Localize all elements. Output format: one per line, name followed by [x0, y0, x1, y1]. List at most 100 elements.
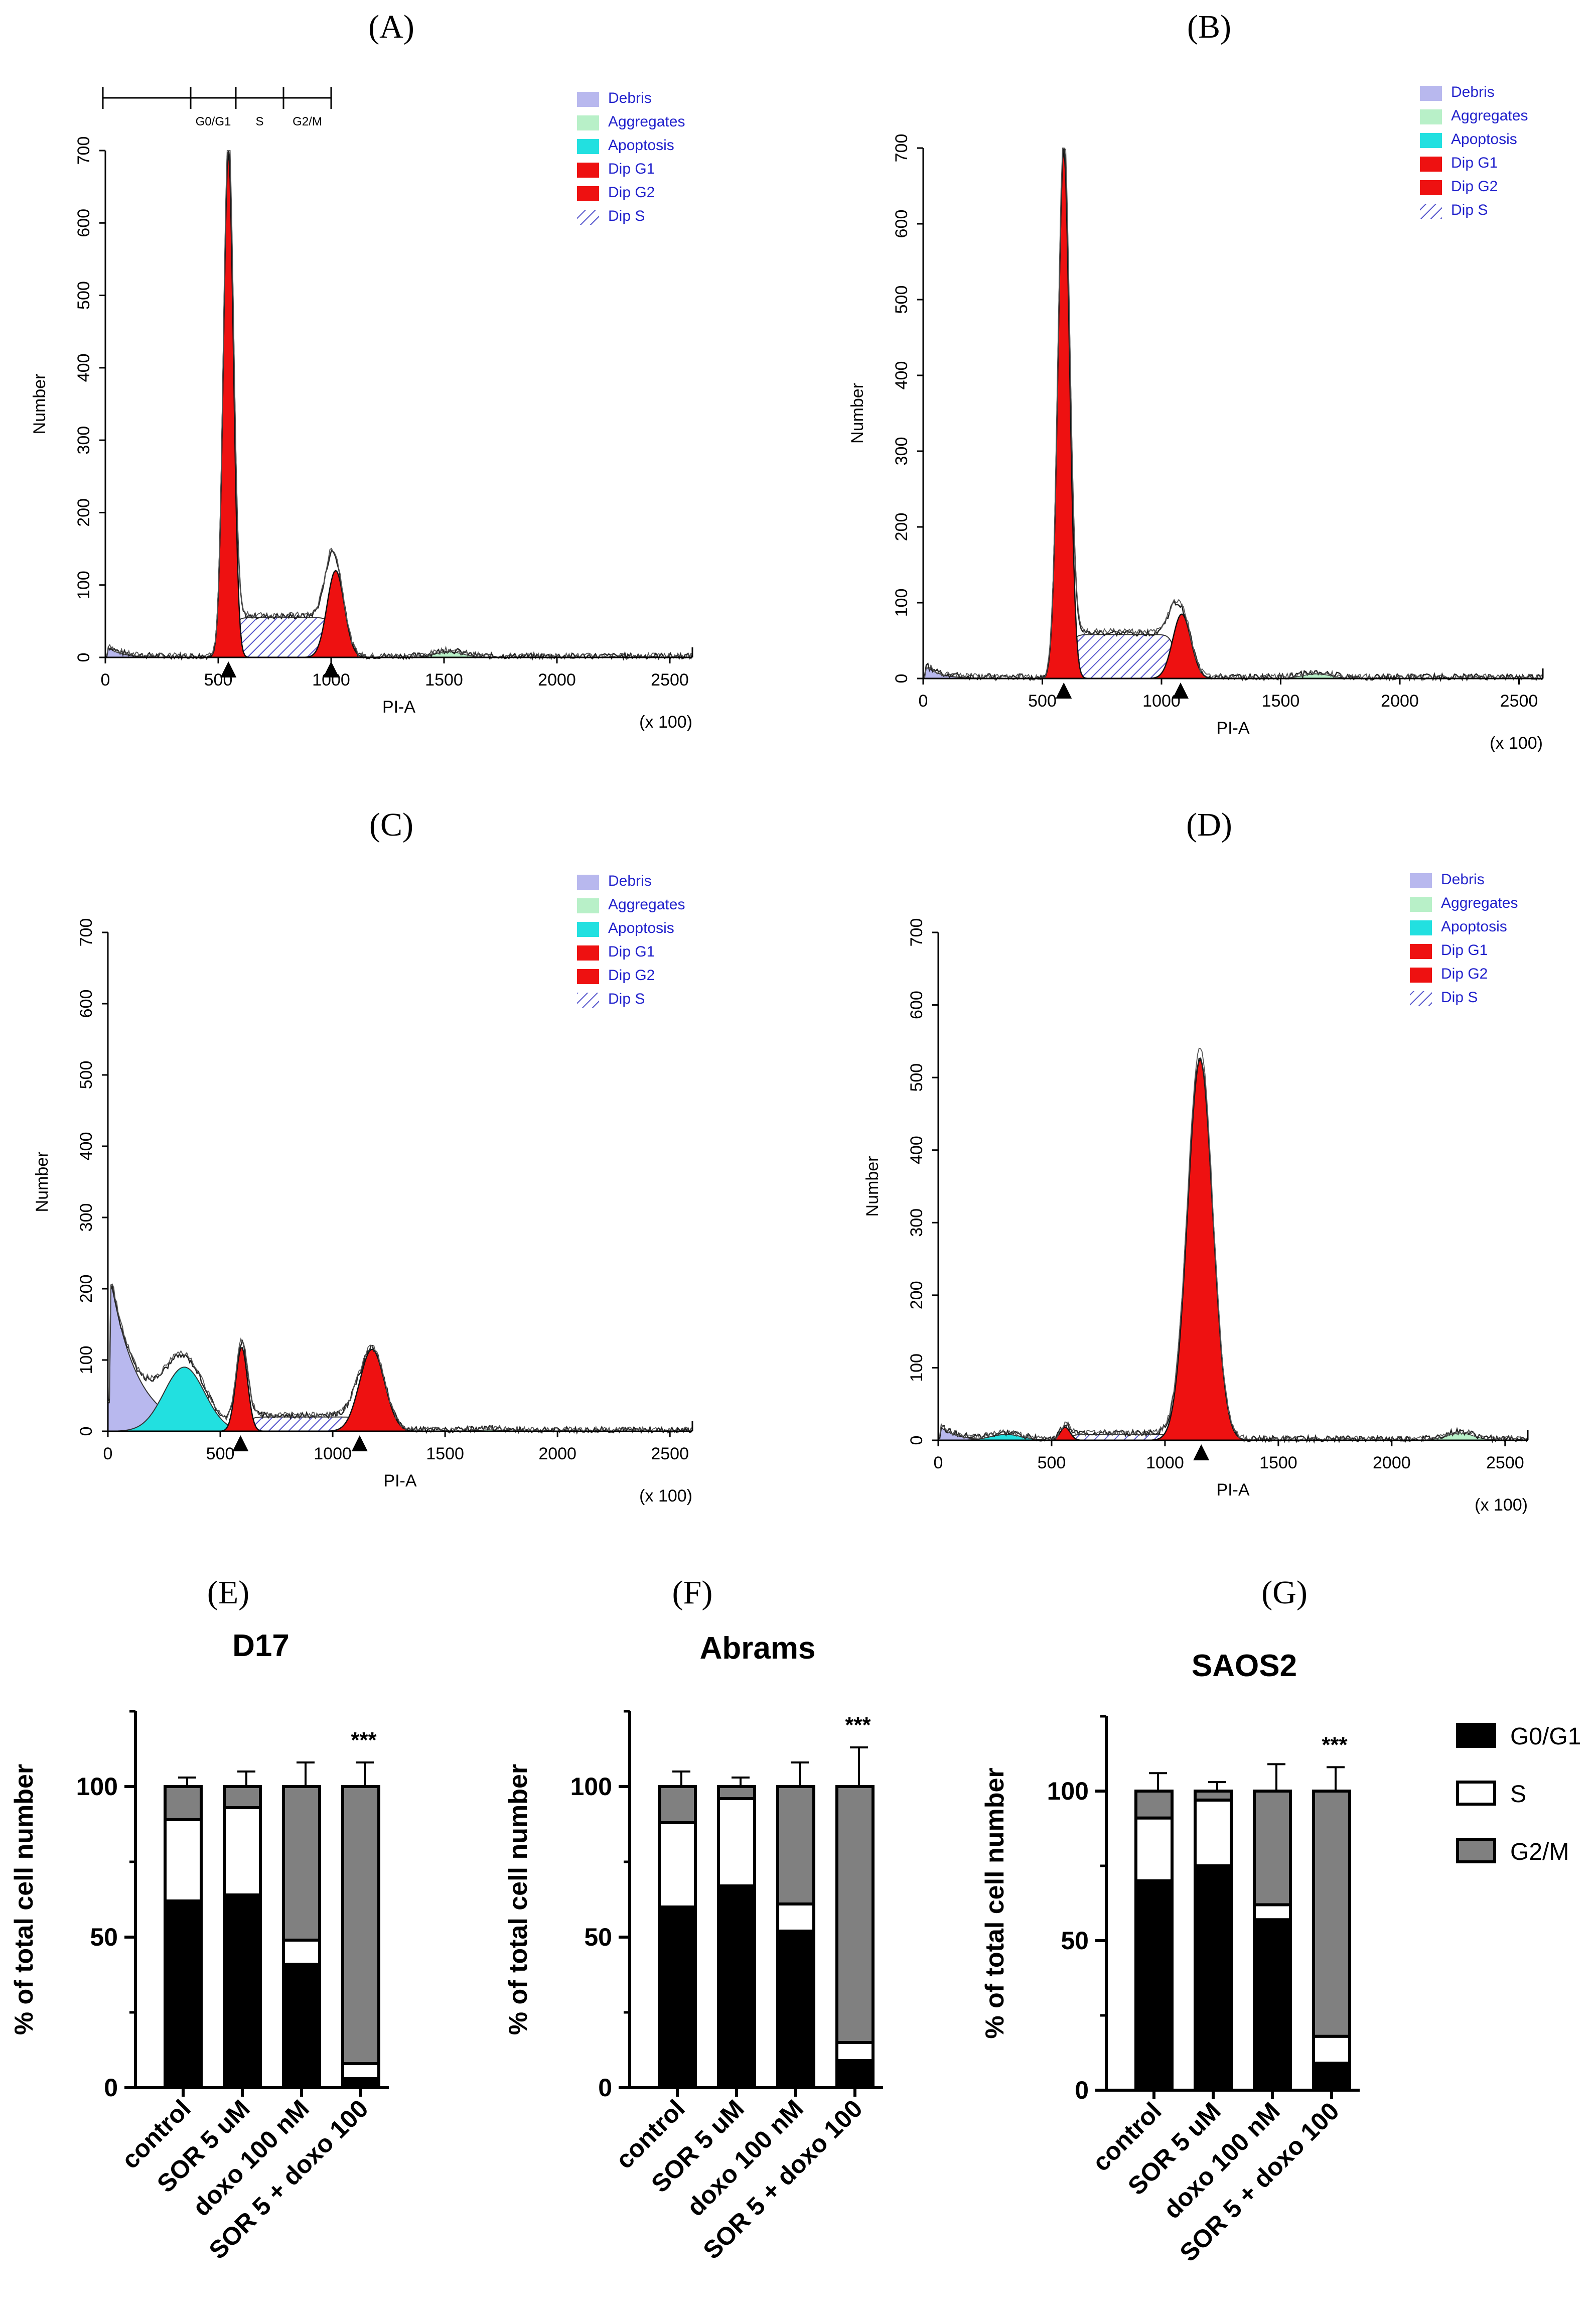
legend-swatch-dip-s	[577, 210, 599, 225]
significance-mark: ***	[1322, 1732, 1348, 1757]
legend-label: Apoptosis	[1451, 131, 1517, 148]
y-tick-label: 700	[77, 918, 96, 947]
y-tick-label: 600	[77, 990, 96, 1018]
chart-title: SAOS2	[1192, 1649, 1297, 1683]
legend-label: Dip G1	[1451, 155, 1498, 171]
x-axis-unit: (x 100)	[1475, 1495, 1528, 1515]
x-tick-label: 500	[1028, 692, 1057, 711]
legend-swatch-dip-g1	[577, 945, 599, 961]
significance-mark: ***	[845, 1713, 871, 1737]
histogram-fit-line	[107, 1283, 693, 1434]
bar-segment-g0-g1	[1312, 2062, 1351, 2092]
y-tick-label: 200	[77, 1275, 96, 1303]
gate-label: S	[255, 115, 263, 128]
bar-segment-g0-g1	[223, 1893, 262, 2089]
bar-segment-g2-m	[1194, 1790, 1233, 1802]
legend-label: Dip G2	[1441, 966, 1488, 982]
y-tick-label: 0	[104, 2074, 118, 2102]
y-tick-label: 400	[907, 1136, 926, 1164]
x-tick-label: 1500	[1262, 692, 1300, 711]
bar-segment-g2-m	[835, 1785, 875, 2044]
x-tick-label: 1500	[425, 670, 463, 690]
bar-segment-g0-g1	[776, 1930, 815, 2089]
x-tick-label: 500	[206, 1444, 235, 1463]
bar-segment-g2-m	[1134, 1790, 1174, 1820]
bar-segment-s	[1134, 1816, 1174, 1882]
x-axis-title: PI-A	[1216, 1480, 1249, 1500]
y-tick-label: 200	[907, 1281, 926, 1309]
y-axis-title: Number	[848, 383, 867, 444]
legend-label: Aggregates	[608, 896, 685, 913]
legend-swatch-aggregates	[577, 115, 599, 130]
histogram-envelope	[922, 148, 1543, 683]
histogram-fit-line	[105, 150, 693, 660]
x-tick-label: 1000	[1142, 692, 1181, 711]
dip-g1-peak	[923, 149, 1543, 679]
legend-swatch-dip-g2	[577, 969, 599, 984]
x-tick-label: 0	[934, 1453, 943, 1472]
histogram-panel-d: 0 100 200 300 400 500 600 700 0 500 1000 1500 2000 25…	[863, 871, 1529, 1515]
histogram-envelope	[938, 1057, 1529, 1444]
peak-marker-icon	[1193, 1444, 1210, 1460]
y-tick-label: 50	[584, 1923, 612, 1951]
x-tick-label: 0	[103, 1444, 113, 1463]
y-tick-label: 300	[77, 1203, 96, 1232]
legend-swatch-dip-s	[1410, 991, 1432, 1006]
panel-letter-b: (B)	[1187, 9, 1231, 45]
legend-swatch-debris	[577, 875, 599, 890]
bar-segment-g0-g1	[1253, 1918, 1292, 2092]
dip-s-area	[923, 634, 1543, 679]
y-tick-label: 400	[892, 361, 911, 390]
y-tick-label: 0	[598, 2074, 612, 2102]
x-tick-label: 2000	[538, 1444, 576, 1463]
legend-swatch-debris	[577, 92, 599, 107]
panel-letter-g: (G)	[1261, 1574, 1308, 1611]
legend-label: Dip S	[608, 208, 645, 224]
legend-swatch-apoptosis	[577, 139, 599, 154]
legend-label: Dip S	[608, 991, 645, 1007]
y-tick-label: 0	[74, 653, 93, 662]
bar-segment-s	[164, 1818, 203, 1902]
y-axis-title: Number	[33, 1152, 52, 1212]
legend-label: Aggregates	[1441, 895, 1518, 911]
significance-mark: ***	[351, 1728, 377, 1752]
y-tick-label: 600	[892, 210, 911, 238]
x-tick-label: 0	[919, 692, 928, 711]
y-tick-label: 100	[570, 1773, 612, 1801]
dip-g2-peak	[105, 570, 692, 658]
dip-g2-peak	[938, 1058, 1528, 1441]
x-tick-label: 1500	[1259, 1453, 1297, 1472]
gate-label: G2/M	[293, 115, 322, 128]
legend-label: Debris	[1451, 84, 1495, 100]
apoptosis-area	[107, 1367, 692, 1432]
y-tick-label: 600	[907, 991, 926, 1019]
histogram-panel-b: 0 100 200 300 400 500 600 700 0 500 1000 1500 2000 25…	[848, 84, 1544, 753]
legend-label: Apoptosis	[608, 137, 674, 154]
legend-swatch-dip-g2	[1420, 180, 1442, 195]
x-tick-label: 2000	[1373, 1453, 1411, 1472]
y-tick-label: 100	[1047, 1777, 1089, 1805]
y-tick-label: 700	[907, 918, 926, 947]
legend-swatch-dip-s	[577, 993, 599, 1008]
legend-label: Debris	[1441, 871, 1485, 888]
legend-label: Dip S	[1451, 202, 1488, 218]
legend-swatch-aggregates	[1420, 109, 1442, 124]
y-tick-label: 700	[74, 137, 93, 165]
bar-segment-s	[223, 1806, 262, 1896]
bar-segment-g2-m	[658, 1785, 697, 1824]
legend-swatch-aggregates	[577, 898, 599, 913]
y-tick-label: 100	[892, 589, 911, 617]
bar-segment-g2-m	[1312, 1790, 1351, 2038]
y-tick-label: 500	[907, 1063, 926, 1092]
legend-swatch-apoptosis	[577, 922, 599, 937]
bar-segment-g2-m	[717, 1785, 756, 1800]
x-tick-label: 2500	[651, 670, 689, 690]
x-axis-title: PI-A	[1216, 719, 1249, 738]
legend-label: G2/M	[1510, 1839, 1569, 1865]
legend-label: Debris	[608, 90, 652, 106]
bar-segment-g2-m	[1253, 1790, 1292, 1906]
bar-segment-g0-g1	[1134, 1879, 1174, 2092]
